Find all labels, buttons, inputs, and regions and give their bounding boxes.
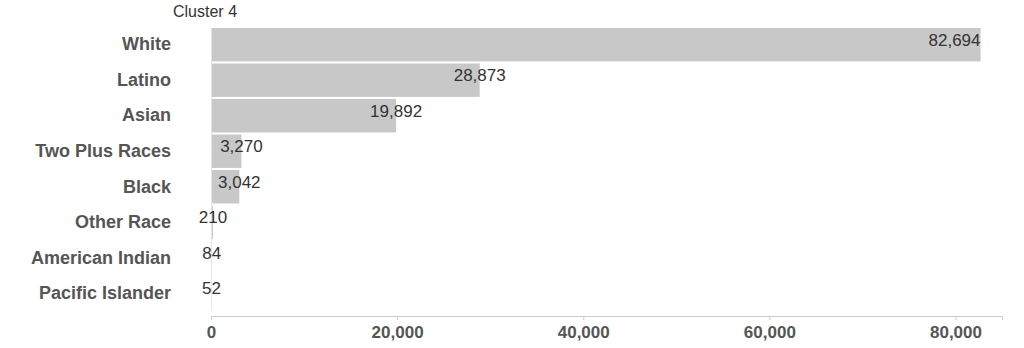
y-tick: Latino bbox=[117, 70, 211, 90]
x-tick: 40,000 bbox=[558, 316, 610, 342]
bars bbox=[211, 28, 981, 310]
plot: 0 20,000 40,000 60,000 80,000 White Latino Asia… bbox=[31, 28, 1003, 342]
x-tick: 60,000 bbox=[744, 316, 796, 342]
x-tick-mark bbox=[397, 316, 398, 320]
y-tick: Asian bbox=[122, 105, 211, 125]
y-tick: Pacific Islander bbox=[39, 283, 211, 303]
y-tick: Black bbox=[123, 177, 211, 197]
data-label: 3,270 bbox=[220, 137, 263, 156]
x-tick-label: 40,000 bbox=[558, 323, 610, 342]
data-label: 3,042 bbox=[218, 173, 261, 192]
data-label: 210 bbox=[199, 208, 227, 227]
x-tick-label: 20,000 bbox=[372, 323, 424, 342]
y-tick: American Indian bbox=[31, 248, 211, 268]
data-label: 28,873 bbox=[454, 66, 506, 85]
y-tick-label: Pacific Islander bbox=[39, 283, 171, 303]
data-label: 84 bbox=[202, 244, 221, 263]
x-tick-label: 60,000 bbox=[744, 323, 796, 342]
bar bbox=[211, 99, 396, 132]
y-axis: White Latino Asian Two Plus Races Black Other… bbox=[31, 29, 212, 311]
data-label: 19,892 bbox=[370, 102, 422, 121]
x-tick: 0 bbox=[207, 316, 216, 342]
y-axis-line bbox=[211, 29, 212, 311]
title: Cluster 4 bbox=[173, 3, 237, 20]
y-tick: Other Race bbox=[75, 212, 211, 232]
y-tick: White bbox=[122, 34, 211, 54]
bar bbox=[211, 28, 981, 61]
x-tick-mark bbox=[583, 316, 584, 320]
y-tick-label: Asian bbox=[122, 105, 171, 125]
data-label: 52 bbox=[202, 279, 221, 298]
x-axis: 0 20,000 40,000 60,000 80,000 bbox=[207, 316, 1003, 342]
data-labels: 82,694 28,873 19,892 3,270 3,042 210 84 52 bbox=[199, 31, 981, 299]
bar bbox=[211, 64, 480, 97]
y-tick: Two Plus Races bbox=[35, 141, 211, 161]
y-tick-label: American Indian bbox=[31, 248, 171, 268]
x-tick-mark bbox=[769, 316, 770, 320]
data-label: 82,694 bbox=[929, 31, 981, 50]
x-tick-mark bbox=[211, 316, 212, 320]
y-tick-label: Latino bbox=[117, 70, 171, 90]
y-tick-label: Black bbox=[123, 177, 172, 197]
x-tick-label: 80,000 bbox=[930, 323, 982, 342]
x-tick: 20,000 bbox=[372, 316, 424, 342]
x-tick-label: 0 bbox=[207, 323, 216, 342]
y-tick-label: White bbox=[122, 34, 171, 54]
chart: 0 20,000 40,000 60,000 80,000 White Latino Asia… bbox=[0, 0, 1024, 348]
y-tick-label: Other Race bbox=[75, 212, 171, 232]
x-axis-line bbox=[212, 317, 1003, 321]
x-tick: 80,000 bbox=[930, 316, 982, 342]
y-tick-label: Two Plus Races bbox=[35, 141, 171, 161]
x-tick-mark bbox=[955, 316, 956, 320]
